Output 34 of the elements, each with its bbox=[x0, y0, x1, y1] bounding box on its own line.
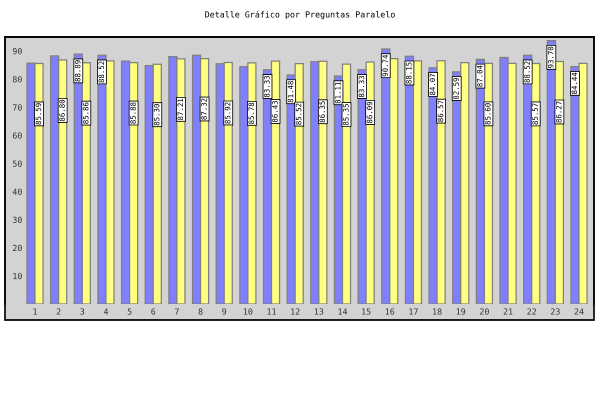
x-tick-label: 13 bbox=[314, 308, 324, 315]
x-tick-label: 11 bbox=[268, 308, 276, 315]
x-tick-label: 20 bbox=[480, 308, 489, 315]
x-tick-label: 9 bbox=[222, 308, 226, 315]
x-tick-label: 22 bbox=[527, 308, 536, 315]
y-tick-label: 70 bbox=[12, 104, 22, 111]
y-tick-label: 80 bbox=[12, 76, 22, 82]
y-tick-label: 40 bbox=[12, 188, 22, 195]
x-tick-label: 14 bbox=[338, 308, 348, 315]
y-tick-label: 30 bbox=[12, 216, 22, 223]
y-tick-label: 10 bbox=[13, 272, 22, 280]
x-tick-label: 12 bbox=[291, 308, 300, 315]
x-tick-label: 21 bbox=[504, 308, 512, 315]
x-tick-label: 10 bbox=[244, 308, 252, 315]
x-tick-label: 8 bbox=[198, 308, 203, 315]
x-tick-label: 1 bbox=[33, 308, 37, 315]
chart-title: Detalle Gráfico por Preguntas Paralelo bbox=[205, 10, 395, 20]
x-tick-label: 15 bbox=[362, 308, 370, 315]
y-tick-label: 90 bbox=[12, 48, 22, 54]
y-tick-label: 20 bbox=[12, 244, 22, 252]
x-tick-label: 19 bbox=[456, 308, 466, 315]
x-tick-label: 16 bbox=[386, 308, 394, 315]
y-tick-label: 60 bbox=[12, 132, 22, 139]
x-tick-label: 7 bbox=[174, 308, 179, 315]
x-tick-label: 18 bbox=[433, 308, 442, 315]
y-tick-label: 50 bbox=[12, 160, 22, 167]
x-tick-label: 23 bbox=[550, 308, 560, 315]
x-tick-label: 4 bbox=[104, 308, 108, 315]
x-tick-label: 17 bbox=[409, 308, 418, 315]
x-tick-label: 6 bbox=[151, 308, 156, 315]
x-tick-label: 2 bbox=[56, 308, 60, 315]
x-tick-label: 3 bbox=[80, 308, 84, 315]
x-tick-label: 5 bbox=[128, 308, 132, 315]
x-tick-label: 24 bbox=[574, 308, 584, 315]
